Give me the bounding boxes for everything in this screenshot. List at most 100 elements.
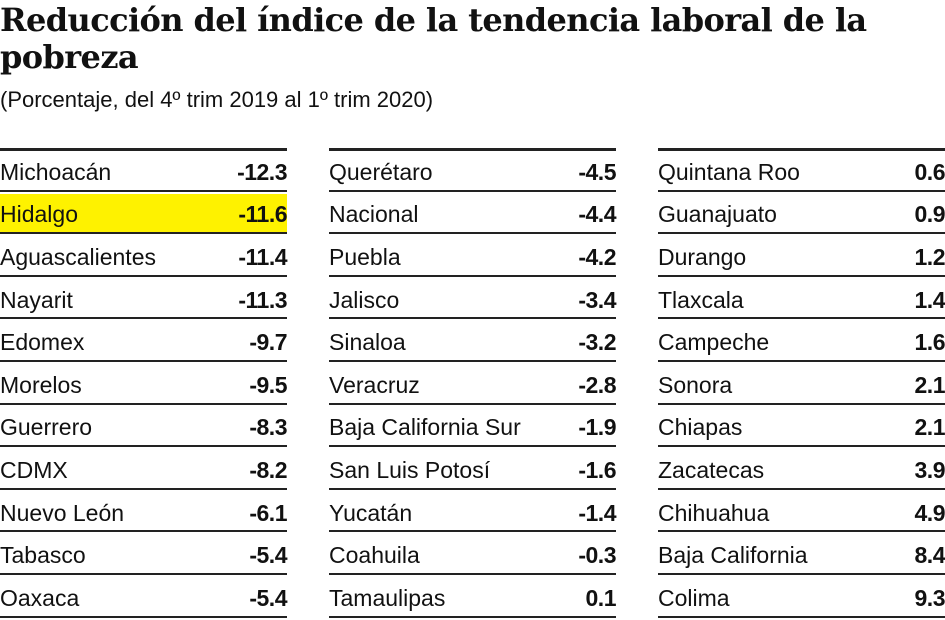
state-name: Veracruz	[329, 371, 420, 398]
table-row: Sonora 2.1	[658, 364, 945, 405]
state-name: Aguascalientes	[0, 243, 156, 270]
table-row: Nacional -4.4	[329, 194, 616, 235]
table-row: Coahuila -0.3	[329, 534, 616, 575]
state-value: -4.5	[578, 158, 616, 185]
table-column-2: Querétaro -4.5 Nacional -4.4 Puebla -4.2 Jalis…	[329, 148, 617, 618]
state-name: Durango	[658, 243, 747, 270]
state-value: -1.4	[578, 499, 616, 526]
table-row: Campeche 1.6	[658, 321, 945, 362]
table-row: Baja California Sur -1.9	[329, 407, 616, 448]
table-column-3: Quintana Roo 0.6 Guanajuato 0.9 Durango 1.2 Tl…	[658, 148, 945, 618]
state-name: Nayarit	[0, 286, 73, 313]
table-row: Nuevo León -6.1	[0, 492, 287, 533]
state-value: -11.6	[238, 201, 287, 228]
state-value: -11.4	[238, 243, 287, 270]
state-value: -8.3	[249, 414, 287, 441]
state-name: CDMX	[0, 456, 68, 483]
state-value: -8.2	[249, 456, 287, 483]
table-row: Querétaro -4.5	[329, 151, 616, 192]
state-value: 2.1	[914, 414, 945, 441]
state-name: Oaxaca	[0, 584, 80, 611]
state-name: Michoacán	[0, 158, 112, 185]
table-row: Michoacán -12.3	[0, 151, 287, 192]
state-value: 9.3	[914, 584, 945, 611]
table-row: Edomex -9.7	[0, 321, 287, 362]
table-row: Tlaxcala 1.4	[658, 279, 945, 320]
state-value: 8.4	[914, 542, 945, 569]
state-value: -5.4	[249, 584, 287, 611]
state-name: Coahuila	[329, 542, 420, 569]
table-row: Morelos -9.5	[0, 364, 287, 405]
state-value: -3.4	[578, 286, 616, 313]
table-row: Quintana Roo 0.6	[658, 151, 945, 192]
state-name: Puebla	[329, 243, 401, 270]
state-name: Tamaulipas	[329, 584, 446, 611]
state-name: San Luis Potosí	[329, 456, 491, 483]
state-name: Campeche	[658, 329, 770, 356]
state-name: Guanajuato	[658, 201, 777, 228]
state-value: -6.1	[249, 499, 287, 526]
state-value: 0.9	[914, 201, 945, 228]
state-value: -3.2	[578, 329, 616, 356]
state-name: Baja California	[658, 542, 808, 569]
state-value: -9.5	[249, 371, 287, 398]
state-name: Sinaloa	[329, 329, 406, 356]
table-row: Nayarit -11.3	[0, 279, 287, 320]
state-value: 4.9	[914, 499, 945, 526]
state-value: -1.6	[578, 456, 616, 483]
table-row: Yucatán -1.4	[329, 492, 616, 533]
state-name: Nuevo León	[0, 499, 125, 526]
state-name: Chihuahua	[658, 499, 770, 526]
state-name: Querétaro	[329, 158, 433, 185]
state-name: Quintana Roo	[658, 158, 800, 185]
chart-subtitle: (Porcentaje, del 4º trim 2019 al 1º trim…	[0, 87, 434, 112]
state-name: Yucatán	[329, 499, 413, 526]
state-name: Tlaxcala	[658, 286, 744, 313]
state-value: -4.4	[578, 201, 616, 228]
state-value: -9.7	[249, 329, 287, 356]
table-row: Sinaloa -3.2	[329, 321, 616, 362]
table-row: CDMX -8.2	[0, 449, 287, 490]
table-row: Durango 1.2	[658, 236, 945, 277]
table-row: Guanajuato 0.9	[658, 194, 945, 235]
state-value: 1.6	[914, 329, 945, 356]
table-row: San Luis Potosí -1.6	[329, 449, 616, 490]
state-value: -5.4	[249, 542, 287, 569]
state-value: 0.6	[914, 158, 945, 185]
state-value: -1.9	[578, 414, 616, 441]
chart-title: Reducción del índice de la tendencia lab…	[0, 1, 867, 76]
state-value: -12.3	[237, 158, 287, 185]
table-row: Baja California 8.4	[658, 534, 945, 575]
table-row: Zacatecas 3.9	[658, 449, 945, 490]
state-value: 1.4	[914, 286, 945, 313]
state-value: 3.9	[914, 456, 945, 483]
state-name: Jalisco	[329, 286, 400, 313]
table-row: Chiapas 2.1	[658, 407, 945, 448]
state-name: Zacatecas	[658, 456, 765, 483]
table-row: Aguascalientes -11.4	[0, 236, 287, 277]
state-value: 2.1	[914, 371, 945, 398]
table-row: Colima 9.3	[658, 577, 945, 618]
table-row: Hidalgo -11.6	[0, 193, 287, 235]
state-value: -11.3	[238, 286, 287, 313]
state-name: Colima	[658, 584, 730, 611]
table-row: Veracruz -2.8	[329, 364, 616, 405]
state-name: Hidalgo	[0, 201, 78, 228]
state-name: Sonora	[658, 371, 733, 398]
state-name: Guerrero	[0, 414, 93, 441]
state-name: Nacional	[329, 201, 419, 228]
table-row: Tabasco -5.4	[0, 534, 287, 575]
state-value: -2.8	[578, 371, 616, 398]
table-row: Puebla -4.2	[329, 236, 616, 277]
table-row: Chihuahua 4.9	[658, 492, 945, 533]
state-name: Tabasco	[0, 542, 86, 569]
state-name: Morelos	[0, 371, 82, 398]
table-row: Jalisco -3.4	[329, 279, 616, 320]
state-name: Baja California Sur	[329, 414, 521, 441]
state-value: 0.1	[585, 584, 617, 611]
state-value: -0.3	[578, 542, 616, 569]
state-value: -4.2	[578, 243, 616, 270]
table-row: Guerrero -8.3	[0, 407, 287, 448]
state-name: Chiapas	[658, 414, 743, 441]
state-name: Edomex	[0, 329, 85, 356]
